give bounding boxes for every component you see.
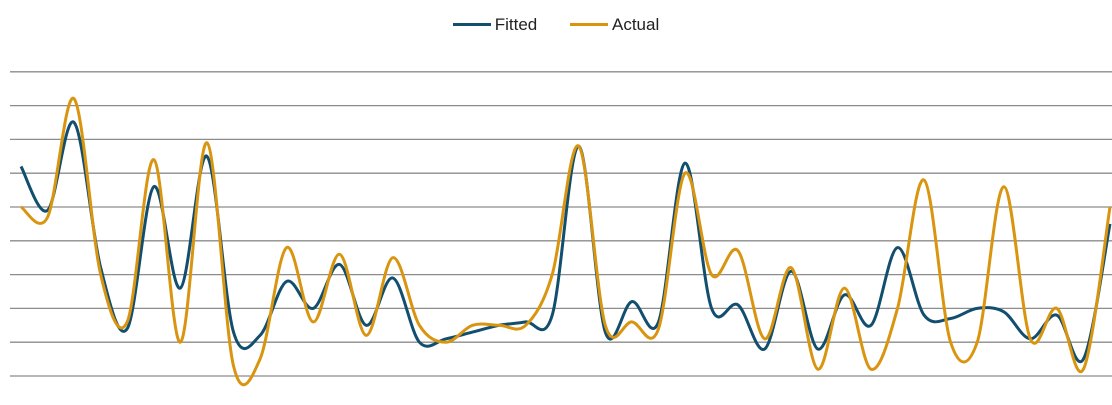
- series-line-actual: [20, 97, 1112, 387]
- series-line-fitted: [19, 120, 1112, 364]
- legend-label-actual: Actual: [612, 14, 660, 34]
- legend-item-fitted: Fitted: [452, 14, 538, 35]
- legend: Fitted Actual: [0, 11, 1112, 35]
- legend-label-fitted: Fitted: [494, 14, 538, 34]
- series-lines: [19, 97, 1112, 387]
- legend-swatch-actual: [570, 23, 608, 26]
- legend-swatch-fitted: [452, 23, 491, 26]
- legend-item-actual: Actual: [570, 15, 659, 35]
